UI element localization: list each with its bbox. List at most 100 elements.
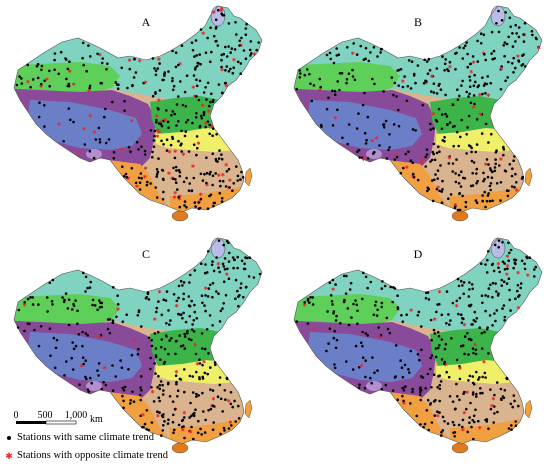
station-same-marker (181, 284, 184, 287)
station-same-marker (523, 65, 527, 68)
station-same-marker (420, 348, 423, 352)
station-opposite-marker: ✱ (181, 427, 185, 433)
station-same-marker (432, 82, 436, 85)
station-same-marker (175, 299, 179, 303)
station-same-marker (105, 68, 108, 71)
station-same-marker (357, 386, 361, 390)
station-same-marker (468, 288, 471, 291)
station-same-marker (437, 107, 441, 111)
station-same-marker (357, 112, 360, 115)
station-same-marker (473, 420, 476, 424)
station-same-marker (537, 45, 540, 49)
station-same-marker (125, 176, 129, 179)
station-opposite-marker: ✱ (318, 88, 322, 94)
station-same-marker (502, 304, 506, 307)
station-same-marker (196, 431, 200, 435)
station-same-marker (514, 262, 517, 266)
scale-bar: 0 500 1,000 km (14, 410, 104, 425)
station-same-marker (126, 86, 129, 90)
station-same-marker (220, 53, 223, 57)
station-opposite-marker: ✱ (430, 74, 434, 80)
station-same-marker (517, 404, 520, 408)
station-same-marker (236, 289, 239, 293)
station-same-marker (159, 358, 162, 361)
station-same-marker (380, 387, 383, 391)
station-same-marker (440, 338, 444, 341)
station-same-marker (46, 310, 49, 313)
station-same-marker (171, 135, 174, 139)
station-same-marker (66, 67, 70, 71)
station-same-marker (513, 399, 516, 403)
station-same-marker (177, 196, 180, 199)
station-same-marker (131, 390, 134, 394)
station-same-marker (91, 303, 94, 307)
station-same-marker (461, 57, 465, 60)
station-same-marker (199, 62, 202, 66)
station-same-marker (512, 394, 516, 397)
station-opposite-marker: ✱ (436, 414, 440, 420)
station-same-marker (480, 262, 483, 265)
station-same-marker (484, 58, 487, 62)
station-same-marker (467, 295, 471, 298)
station-same-marker (178, 170, 182, 174)
station-same-marker (425, 60, 429, 63)
station-same-marker (116, 303, 120, 306)
station-same-marker (36, 62, 40, 66)
station-same-marker (430, 386, 433, 389)
station-same-marker (209, 170, 212, 174)
station-same-marker (433, 414, 437, 417)
station-same-marker (361, 356, 365, 359)
station-same-marker (204, 51, 208, 54)
station-same-marker (224, 185, 228, 188)
station-same-marker (461, 284, 464, 287)
station-same-marker (145, 409, 149, 412)
station-same-marker (111, 389, 115, 392)
station-same-marker (140, 325, 143, 328)
station-same-marker (429, 356, 432, 360)
station-same-marker (331, 278, 335, 282)
station-same-marker (470, 159, 474, 163)
station-same-marker (108, 331, 112, 335)
station-same-marker (341, 136, 344, 140)
station-same-marker (512, 266, 515, 270)
station-same-marker (478, 376, 481, 379)
station-same-marker (193, 55, 196, 58)
station-same-marker (487, 352, 490, 355)
station-same-marker (396, 294, 399, 297)
station-same-marker (299, 72, 302, 75)
station-same-marker (470, 425, 473, 429)
station-same-marker (219, 184, 222, 188)
station-same-marker (128, 67, 132, 71)
station-same-marker (170, 337, 173, 340)
station-same-marker (471, 393, 475, 396)
station-same-marker (150, 386, 153, 389)
station-same-marker (460, 84, 463, 87)
panel-label-b: B (414, 15, 422, 29)
station-same-marker (158, 89, 162, 92)
station-opposite-marker: ✱ (458, 366, 462, 372)
station-same-marker (231, 71, 235, 75)
station-same-marker (477, 419, 480, 423)
station-same-marker (429, 128, 432, 131)
station-same-marker (351, 368, 355, 371)
station-same-marker (375, 314, 379, 317)
station-same-marker (328, 281, 332, 284)
station-opposite-marker: ✱ (211, 396, 215, 402)
station-same-marker (359, 341, 363, 344)
station-same-marker (497, 9, 500, 13)
station-same-marker (361, 330, 364, 334)
station-same-marker (191, 413, 195, 416)
station-same-marker (211, 100, 215, 104)
station-same-marker (98, 306, 102, 309)
station-same-marker (154, 91, 157, 94)
station-same-marker (508, 288, 511, 292)
station-same-marker (89, 55, 92, 58)
station-same-marker (81, 344, 84, 348)
station-same-marker (458, 94, 461, 98)
station-opposite-marker: ✱ (505, 254, 509, 260)
station-opposite-marker: ✱ (402, 401, 406, 407)
station-same-marker (165, 335, 168, 338)
station-same-marker (158, 62, 161, 65)
station-same-marker (190, 299, 193, 303)
station-same-marker (483, 190, 486, 194)
